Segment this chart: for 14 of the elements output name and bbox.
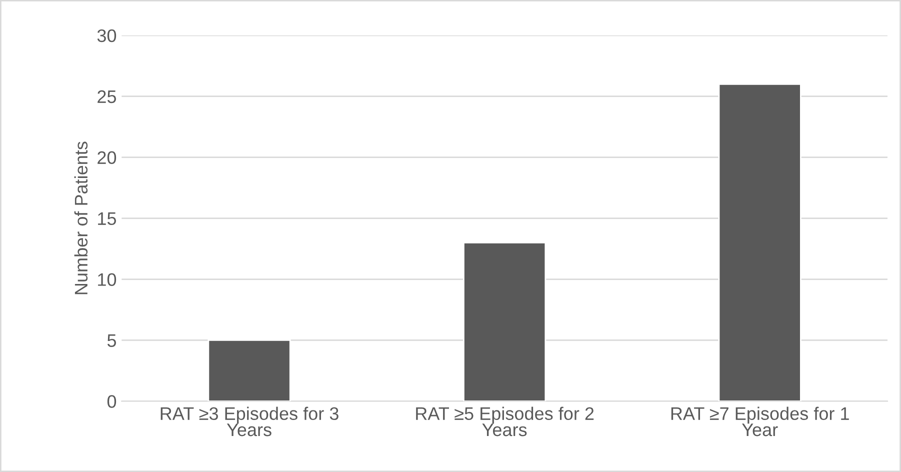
x-tick-label: RAT ≥3 Episodes for 3 Years bbox=[160, 406, 338, 436]
x-tick-label: RAT ≥5 Episodes for 2 Years bbox=[416, 406, 594, 436]
y-tick-label: 15 bbox=[98, 212, 116, 226]
y-tick-label: 25 bbox=[98, 90, 116, 104]
y-axis-title: Number of Patients bbox=[74, 142, 88, 294]
bar bbox=[208, 340, 291, 402]
y-tick-label: 10 bbox=[98, 273, 116, 286]
y-tick-label: 0 bbox=[107, 395, 116, 408]
x-tick-label: RAT ≥7 Episodes for 1 Year bbox=[671, 406, 849, 436]
y-tick-label: 5 bbox=[107, 334, 116, 347]
bar bbox=[718, 83, 802, 402]
bar bbox=[463, 242, 546, 402]
y-tick-label: 30 bbox=[97, 29, 116, 42]
y-tick-label: 20 bbox=[98, 151, 116, 164]
